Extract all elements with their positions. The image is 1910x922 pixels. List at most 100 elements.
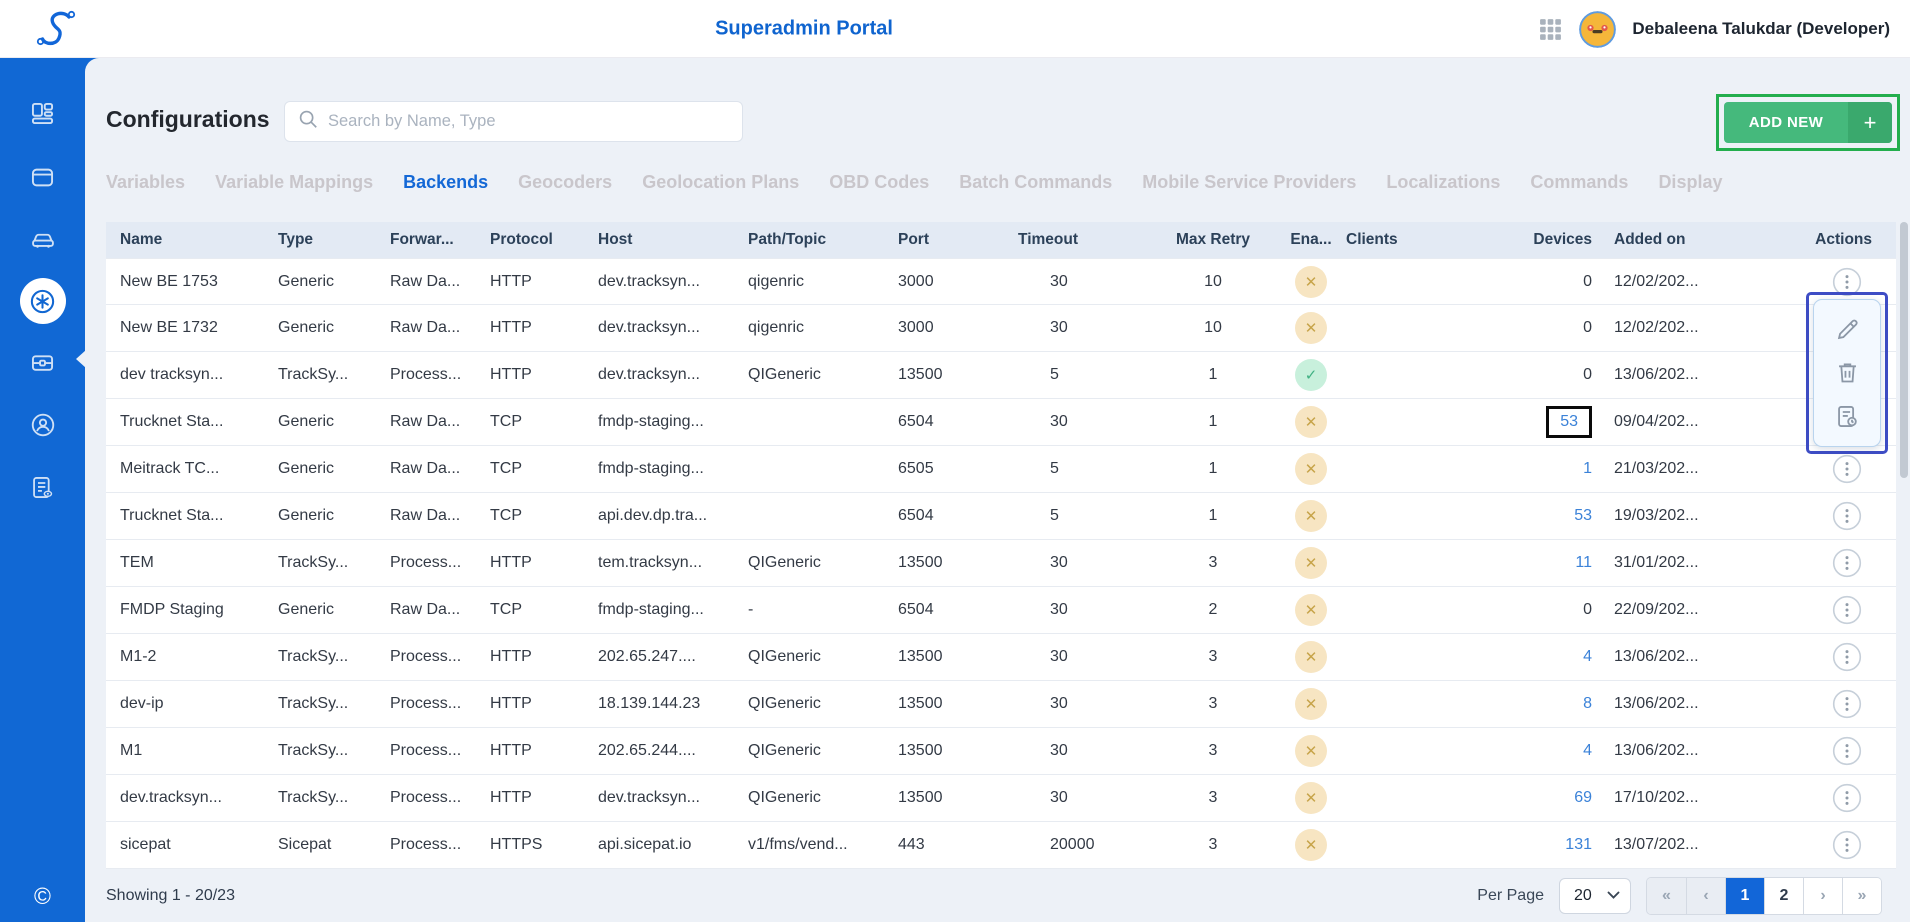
cell-timeout: 5 bbox=[1050, 460, 1059, 477]
pagination-next-button[interactable]: › bbox=[1803, 877, 1842, 914]
tab-backends[interactable]: Backends bbox=[403, 172, 489, 192]
cell-type: TrackSy... bbox=[278, 742, 349, 759]
kebab-icon[interactable] bbox=[1832, 501, 1862, 531]
sidebar-item-vehicles[interactable] bbox=[0, 217, 85, 263]
active-item-highlight bbox=[19, 278, 66, 324]
kebab-icon[interactable] bbox=[1832, 595, 1862, 625]
cell-name: dev.tracksyn... bbox=[120, 789, 222, 806]
table-row: Meitrack TC... Generic Raw Da... TCP fmdp-st… bbox=[106, 446, 1896, 493]
sidebar-item-devices[interactable] bbox=[0, 154, 85, 200]
pagination-prev-button[interactable]: ‹ bbox=[1686, 877, 1725, 914]
settings-asterisk-icon bbox=[30, 289, 55, 313]
cell-forwarding: Raw Da... bbox=[390, 460, 461, 477]
kebab-icon[interactable] bbox=[1832, 548, 1862, 578]
edit-button[interactable] bbox=[1834, 316, 1861, 343]
tab-localizations[interactable]: Localizations bbox=[1386, 172, 1501, 192]
cell-name: Meitrack TC... bbox=[120, 460, 220, 477]
cell-port: 6505 bbox=[898, 460, 934, 477]
devices-count[interactable]: 8 bbox=[1583, 695, 1592, 712]
table-row: New BE 1732 Generic Raw Da... HTTP dev.track… bbox=[106, 305, 1896, 352]
cell-devices: 0 bbox=[1530, 352, 1614, 398]
logs-button[interactable] bbox=[1834, 403, 1861, 430]
kebab-icon[interactable] bbox=[1832, 454, 1862, 484]
devices-count[interactable]: 11 bbox=[1575, 554, 1592, 571]
apps-grid-icon[interactable] bbox=[1538, 17, 1563, 42]
pagination-page-1[interactable]: 1 bbox=[1725, 877, 1764, 914]
user-name[interactable]: Debaleena Talukdar (Developer) bbox=[1632, 19, 1890, 38]
kebab-icon[interactable] bbox=[1832, 783, 1862, 813]
kebab-icon[interactable] bbox=[1832, 689, 1862, 719]
cell-host: tem.tracksyn... bbox=[598, 554, 703, 571]
devices-count-annotated[interactable]: 53 bbox=[1546, 406, 1592, 438]
sidebar-item-toolbox[interactable] bbox=[0, 339, 85, 385]
cell-timeout: 30 bbox=[1050, 648, 1068, 665]
pagination-first-button[interactable]: « bbox=[1647, 877, 1686, 914]
cell-name: dev-ip bbox=[120, 695, 164, 712]
cell-clients bbox=[1346, 352, 1530, 398]
cell-max_retry: 3 bbox=[1208, 554, 1218, 571]
sidebar-item-configurations[interactable] bbox=[0, 278, 85, 324]
add-new-button[interactable]: ADD NEW + bbox=[1724, 102, 1892, 143]
cell-enabled: ✓ bbox=[1276, 352, 1346, 398]
column-header-name: Name bbox=[120, 231, 163, 248]
per-page-select[interactable]: 20 bbox=[1559, 877, 1631, 914]
cell-timeout: 30 bbox=[1050, 319, 1068, 336]
cell-host: api.dev.dp.tra... bbox=[598, 507, 708, 524]
tab-variables[interactable]: Variables bbox=[106, 172, 186, 192]
table-header-row: Name Type Forwar... Protocol Host Path/Topic P… bbox=[106, 222, 1896, 258]
disabled-cross-icon: ✕ bbox=[1295, 641, 1327, 673]
devices-count[interactable]: 69 bbox=[1574, 789, 1592, 806]
sidebar-item-reports[interactable] bbox=[0, 464, 85, 510]
delete-button[interactable] bbox=[1834, 359, 1861, 386]
devices-count[interactable]: 131 bbox=[1565, 836, 1592, 853]
cell-max_retry: 1 bbox=[1208, 366, 1218, 383]
vertical-scrollbar[interactable] bbox=[1900, 222, 1908, 478]
cell-path bbox=[748, 493, 898, 539]
tab-geocoders[interactable]: Geocoders bbox=[518, 172, 613, 192]
column-header-path-topic: Path/Topic bbox=[748, 231, 827, 248]
devices-count[interactable]: 4 bbox=[1583, 742, 1592, 759]
devices-count[interactable]: 1 bbox=[1583, 460, 1592, 477]
disabled-cross-icon: ✕ bbox=[1295, 688, 1327, 720]
disabled-cross-icon: ✕ bbox=[1295, 735, 1327, 767]
row-action-menu bbox=[1813, 299, 1881, 447]
cell-added_on: 12/02/202... bbox=[1614, 319, 1699, 336]
cell-max_retry: 1 bbox=[1208, 460, 1218, 477]
search-input[interactable] bbox=[328, 112, 730, 131]
page-header-title: Superadmin Portal bbox=[715, 17, 893, 39]
cell-clients bbox=[1346, 540, 1530, 586]
per-page-label: Per Page bbox=[1477, 886, 1544, 904]
sidebar-item-dashboard[interactable] bbox=[0, 90, 85, 136]
table-row: New BE 1753 Generic Raw Da... HTTP dev.track… bbox=[106, 258, 1896, 305]
tab-obd-codes[interactable]: OBD Codes bbox=[829, 172, 930, 192]
kebab-icon[interactable] bbox=[1832, 830, 1862, 860]
cell-enabled: ✕ bbox=[1276, 446, 1346, 492]
kebab-icon[interactable] bbox=[1832, 736, 1862, 766]
tab-variable-mappings[interactable]: Variable Mappings bbox=[215, 172, 374, 192]
cell-path: QIGeneric bbox=[748, 695, 821, 712]
tab-mobile-service-providers[interactable]: Mobile Service Providers bbox=[1142, 172, 1357, 192]
sidebar-item-accounts[interactable] bbox=[0, 402, 85, 448]
user-circle-icon bbox=[31, 413, 54, 437]
pagination-last-button[interactable]: » bbox=[1842, 877, 1881, 914]
tab-batch-commands[interactable]: Batch Commands bbox=[959, 172, 1113, 192]
showing-range-label: Showing 1 - 20/23 bbox=[106, 886, 235, 904]
column-header-max-retry: Max Retry bbox=[1175, 231, 1251, 248]
cell-port: 13500 bbox=[898, 366, 943, 383]
cell-name: New BE 1753 bbox=[120, 272, 218, 290]
cell-clients bbox=[1346, 399, 1530, 445]
tab-geolocation-plans[interactable]: Geolocation Plans bbox=[642, 172, 800, 192]
avatar[interactable] bbox=[1579, 10, 1617, 48]
tab-display[interactable]: Display bbox=[1658, 172, 1723, 192]
devices-count[interactable]: 4 bbox=[1583, 648, 1592, 665]
report-document-icon bbox=[33, 476, 53, 498]
top-bar: Superadmin Portal Debaleena Talukdar (De… bbox=[0, 0, 1910, 58]
tab-commands[interactable]: Commands bbox=[1530, 172, 1629, 192]
per-page-value: 20 bbox=[1574, 886, 1592, 904]
pagination-page-2[interactable]: 2 bbox=[1764, 877, 1803, 914]
kebab-icon[interactable] bbox=[1832, 642, 1862, 672]
cell-devices: 69 bbox=[1530, 775, 1614, 821]
cell-timeout: 30 bbox=[1050, 413, 1068, 430]
pagination-bar: Showing 1 - 20/23 Per Page 20 «‹ 1 2 ›» bbox=[85, 869, 1910, 922]
devices-count[interactable]: 53 bbox=[1574, 507, 1592, 524]
